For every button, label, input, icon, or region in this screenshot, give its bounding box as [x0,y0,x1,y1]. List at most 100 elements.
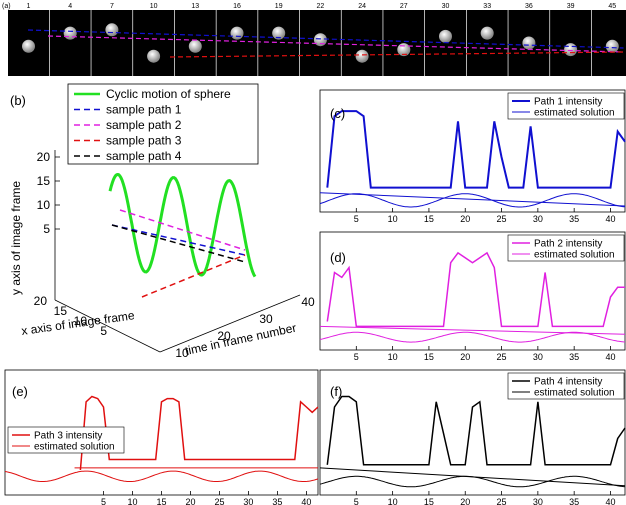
sphere [272,26,286,40]
x-tick-label: 5 [354,352,359,362]
x-tick-label: 30 [533,497,543,505]
series-line-intensity [326,251,625,328]
frame-10 [133,10,175,76]
x-tick-label: 25 [214,497,224,505]
frame-4 [49,10,91,76]
series-line-estimated [319,193,626,208]
chart-c: 5 10 15 20 25 30 35 40 (c) Path 1 intensityestima… [319,89,626,224]
panel-b-ylabel: y axis of image frame [9,181,23,295]
x-tick-label: 15 [424,214,434,224]
x-tick-label: 15 [424,497,434,505]
x-tick-label: 40 [605,352,615,362]
frame-number: 45 [608,3,616,10]
chart-d: 5 10 15 20 25 30 35 40 (d) Path 2 intensityestima… [319,231,626,362]
trend-line [319,467,626,487]
sample-path-3-line [141,254,246,298]
x-tick-label: 20 [185,497,195,505]
x-tick-label: 10 [388,497,398,505]
frame-number: 30 [442,3,450,10]
y-tick-label: 20 [37,150,51,164]
x-tick-label: 15 [54,304,68,318]
sphere [355,49,369,63]
legend-box [507,234,625,262]
sphere [230,26,244,40]
x-tick-label: 35 [272,497,282,505]
panel-b-legend-box [67,83,259,165]
x-tick-label: 20 [34,294,48,308]
frame-number: 13 [191,3,199,10]
x-tick-label: 10 [388,214,398,224]
t-tick-label: 10 [175,346,189,360]
x-tick-label: 5 [100,324,107,338]
x-tick-label: 40 [301,497,311,505]
legend-entry: sample path 4 [106,149,182,163]
x-tick-label: 35 [569,214,579,224]
frame-27 [383,10,425,76]
sphere [313,33,327,47]
intensity-charts: 5 10 15 20 25 30 35 40(c)Path 1 intensityestima… [4,89,626,505]
legend-entry: Path 1 intensity [534,97,602,108]
frame-7 [91,10,133,76]
sphere [605,39,619,53]
chart-f: 5 10 15 20 25 30 35 40 (f) Path 4 intensityestima… [319,369,626,505]
x-tick-label: 30 [243,497,253,505]
t-tick-label: 30 [259,312,273,326]
x-tick-label: 15 [156,497,166,505]
panel-b-label: (b) [10,93,26,108]
y-tick-label: 15 [37,174,51,188]
legend-entry: sample path 2 [106,118,182,132]
frame-number: 10 [150,3,158,10]
x-tick-label: 20 [460,352,470,362]
panel-b-zlabel: time in frame number [184,321,298,358]
frame-24 [341,10,383,76]
sphere [480,26,494,40]
legend-entry: Cyclic motion of sphere [106,87,231,101]
x-tick-label: 25 [497,352,507,362]
frame-number: 36 [525,3,533,10]
x-axis-line [54,299,161,353]
legend-box [7,426,125,454]
legend-entry: estimated solution [34,442,115,453]
panel-label: (d) [330,250,346,265]
y-tick-label: 10 [37,198,51,212]
legend-entry: Path 2 intensity [534,239,602,250]
frame-19 [258,10,300,76]
legend-entry: estimated solution [534,388,615,399]
trend-line [319,325,626,335]
panel-label: (f) [330,384,342,399]
t-axis-line [159,294,301,353]
x-tick-label: 40 [605,214,615,224]
frame-16 [216,10,258,76]
series-line-intensity [326,395,626,466]
legend-entry: Path 4 intensity [534,377,602,388]
panel-label: (e) [12,384,28,399]
frame-number: 4 [68,3,72,10]
strip-path-3 [169,51,624,58]
x-tick-label: 10 [74,314,88,328]
t-tick-label: 20 [217,329,231,343]
x-tick-label: 35 [569,352,579,362]
frame-number: 1 [27,3,31,10]
panel-a-label: (a) [2,3,11,10]
panel-a: (a) 1 4 7 10 13 16 19 22 24 27 30 33 36 39 45 [2,3,626,76]
frame-number: 16 [233,3,241,10]
strip-path-1 [27,29,624,49]
x-tick-label: 5 [354,214,359,224]
legend-entry: Path 3 intensity [34,431,102,442]
sphere [147,49,161,63]
x-tick-label: 15 [424,352,434,362]
frame-strip: 1 4 7 10 13 16 19 22 24 27 30 33 36 39 45 [8,3,626,76]
legend-entry: sample path 3 [106,134,182,148]
sphere [63,26,77,40]
frame-number: 7 [110,3,114,10]
frame-number: 22 [317,3,325,10]
panel-b-3d-axes: 20 15 10 5 20 15 10 5 10 20 30 40 [34,150,315,360]
sphere [522,36,536,50]
frame-number: 19 [275,3,283,10]
legend-box [507,372,625,400]
sample-path-1-line [111,224,246,256]
sphere [188,39,202,53]
series-line-intensity [79,395,319,471]
sphere [439,29,452,43]
